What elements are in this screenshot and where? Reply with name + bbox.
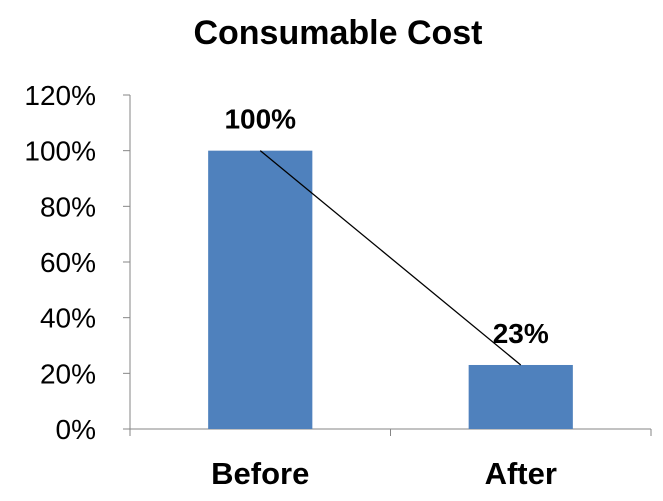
data-label: 100% xyxy=(224,104,296,135)
y-axis: 0% 20% 40% 60% 80% 100% 120% xyxy=(24,80,131,445)
y-tick-label: 40% xyxy=(40,303,96,334)
data-label: 23% xyxy=(493,318,549,349)
y-tick-label: 60% xyxy=(40,247,96,278)
bar xyxy=(468,364,573,429)
x-category-label: Before xyxy=(211,456,309,491)
y-tick-label: 100% xyxy=(24,136,96,167)
y-tick-label: 20% xyxy=(40,358,96,389)
y-tick-label: 80% xyxy=(40,191,96,222)
x-axis: Before After xyxy=(129,428,652,491)
y-tick-label: 120% xyxy=(24,80,96,111)
x-category-label: After xyxy=(485,456,557,491)
bar xyxy=(208,150,313,429)
chart-title: Consumable Cost xyxy=(193,14,482,52)
bar-series xyxy=(208,150,573,429)
trendline xyxy=(259,150,522,366)
data-labels: 100% 23% xyxy=(224,104,548,349)
trendline-line xyxy=(259,150,522,366)
y-tick-label: 0% xyxy=(56,414,96,445)
